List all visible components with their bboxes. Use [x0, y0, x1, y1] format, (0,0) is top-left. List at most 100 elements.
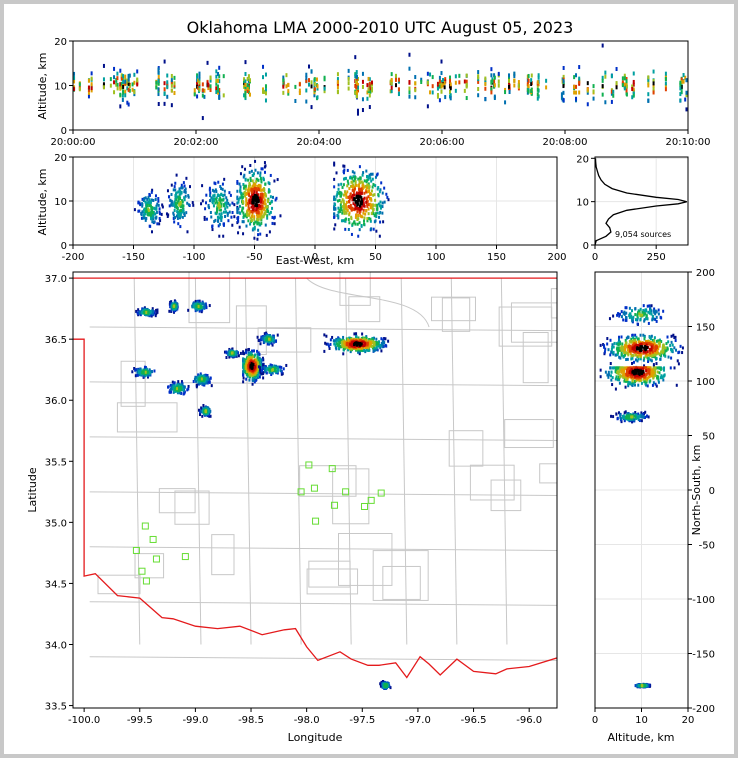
east-west-cluster-mark — [192, 204, 194, 207]
east-west-cluster-mark — [223, 178, 225, 181]
map-source-cluster-mark — [342, 336, 344, 339]
north-south-cluster-mark — [637, 338, 639, 341]
time-altitude-mark — [287, 83, 289, 87]
east-west-cluster-mark — [348, 221, 350, 224]
north-south-cluster-mark — [604, 351, 606, 354]
time-altitude-mark — [311, 70, 313, 74]
east-west-cluster-mark — [255, 180, 257, 183]
time-altitude-mark — [311, 80, 313, 84]
map-source-cluster-mark — [268, 338, 270, 341]
time-altitude-mark — [391, 72, 393, 76]
time-altitude-mark — [124, 90, 126, 94]
time-altitude-mark — [464, 89, 466, 93]
east-west-cluster-mark — [340, 183, 342, 186]
east-west-cluster-mark — [266, 234, 268, 237]
map-source-cluster-mark — [335, 343, 337, 346]
east-west-cluster-mark — [151, 220, 153, 223]
east-west-panel-y-tick-label: 20 — [54, 153, 67, 164]
north-south-cluster-mark — [668, 356, 670, 359]
map-source-cluster-mark — [202, 404, 204, 407]
time-altitude-mark — [164, 81, 166, 85]
map-source-cluster-mark — [187, 309, 189, 312]
map-panel-x-tick-label: -99.5 — [127, 715, 153, 726]
north-south-cluster-mark — [640, 347, 642, 350]
north-south-cluster-mark — [610, 366, 612, 369]
time-altitude-mark — [624, 83, 626, 87]
map-source-cluster-mark — [262, 364, 264, 367]
map-panel-y-tick-label: 34.0 — [45, 640, 67, 651]
north-south-cluster-mark — [640, 318, 642, 321]
time-altitude-mark — [440, 90, 442, 94]
east-west-cluster-mark — [151, 191, 153, 194]
time-altitude-mark — [366, 97, 368, 101]
time-altitude-mark — [324, 76, 326, 80]
east-west-cluster-mark — [134, 208, 136, 211]
north-south-cluster-mark — [657, 371, 659, 374]
time-altitude-mark — [357, 86, 359, 90]
time-altitude-mark — [593, 97, 595, 101]
time-altitude-mark — [490, 80, 492, 84]
north-south-cluster-mark — [634, 313, 636, 316]
time-altitude-mark — [113, 67, 115, 71]
east-west-cluster-mark — [177, 222, 179, 225]
north-south-cluster-mark — [667, 340, 669, 343]
north-south-cluster-mark — [626, 306, 628, 309]
east-west-cluster-mark — [378, 203, 380, 206]
north-south-cluster-mark — [657, 366, 659, 369]
east-west-cluster-mark — [159, 211, 161, 214]
map-source-cluster-mark — [252, 383, 254, 386]
time-altitude-mark — [305, 100, 307, 104]
time-altitude-mark — [244, 95, 246, 99]
time-altitude-mark — [653, 87, 655, 91]
east-west-cluster-mark — [383, 187, 385, 190]
map-source-cluster-mark — [248, 379, 250, 382]
map-panel-x-tick-label: -99.0 — [182, 715, 208, 726]
north-south-cluster-mark — [654, 347, 656, 350]
east-west-cluster-mark — [379, 221, 381, 224]
east-west-cluster-mark — [236, 182, 238, 185]
east-west-cluster-mark — [269, 230, 271, 233]
time-altitude-mark — [249, 93, 251, 97]
time-altitude-mark — [395, 78, 397, 82]
time-altitude-mark — [626, 79, 628, 83]
east-west-cluster-mark — [146, 198, 148, 201]
time-altitude-mark — [530, 89, 532, 93]
east-west-cluster-mark — [350, 204, 352, 207]
time-altitude-mark — [362, 97, 364, 101]
east-west-cluster-mark — [210, 216, 212, 219]
east-west-cluster-mark — [174, 182, 176, 185]
north-south-cluster-mark — [606, 343, 608, 346]
time-altitude-mark — [408, 95, 410, 99]
east-west-cluster-mark — [355, 214, 357, 217]
time-altitude-mark — [513, 72, 515, 76]
time-altitude-mark — [324, 87, 326, 91]
east-west-cluster-mark — [340, 206, 342, 209]
east-west-cluster-mark — [264, 161, 266, 164]
east-west-cluster-mark — [272, 196, 274, 199]
time-altitude-mark — [287, 89, 289, 93]
east-west-cluster-mark — [269, 202, 271, 205]
map-source-cluster-mark — [168, 310, 170, 313]
east-west-cluster-mark — [167, 189, 169, 192]
map-source-cluster-mark — [277, 334, 279, 337]
time-altitude-mark — [545, 85, 547, 89]
time-altitude-mark — [348, 77, 350, 81]
east-west-cluster-mark — [363, 209, 365, 212]
time-altitude-panel-x-tick-label: 20:02:00 — [174, 137, 219, 148]
east-west-cluster-mark — [159, 217, 161, 220]
time-altitude-mark — [477, 87, 479, 91]
time-altitude-mark — [124, 75, 126, 79]
time-altitude-mark — [166, 85, 168, 89]
map-panel: -100.0 -99.5 -99.0 -98.5 -98.0 -97.5 -97.0 -96.… — [26, 264, 588, 744]
time-altitude-mark — [518, 80, 520, 84]
time-altitude-mark — [294, 99, 296, 103]
east-west-cluster-mark — [183, 190, 185, 193]
time-altitude-mark — [466, 83, 468, 87]
east-west-cluster-mark — [184, 198, 186, 201]
time-altitude-mark — [124, 93, 126, 97]
north-south-cluster-mark — [619, 382, 621, 385]
time-altitude-mark — [311, 84, 313, 88]
time-altitude-mark — [537, 88, 539, 92]
east-west-cluster-mark — [348, 218, 350, 221]
north-south-cluster-mark — [619, 416, 621, 419]
